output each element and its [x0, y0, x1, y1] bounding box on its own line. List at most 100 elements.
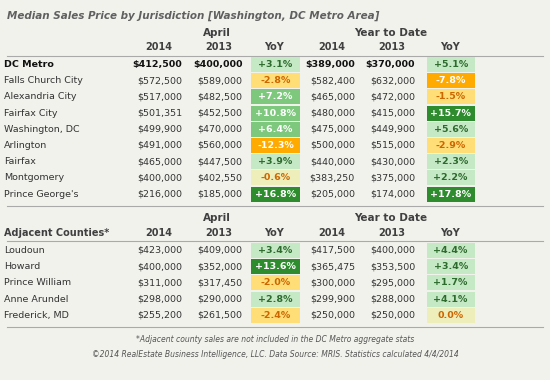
Text: Frederick, MD: Frederick, MD [4, 311, 69, 320]
Text: $250,000: $250,000 [370, 311, 415, 320]
Text: $423,000: $423,000 [138, 246, 183, 255]
Text: $298,000: $298,000 [138, 294, 183, 304]
Text: 2013: 2013 [206, 43, 233, 52]
FancyBboxPatch shape [251, 122, 300, 137]
Text: $389,000: $389,000 [305, 60, 355, 69]
Text: $311,000: $311,000 [138, 278, 183, 287]
Text: $185,000: $185,000 [197, 190, 243, 199]
FancyBboxPatch shape [251, 187, 300, 202]
FancyBboxPatch shape [251, 154, 300, 169]
Text: $400,000: $400,000 [370, 246, 415, 255]
Text: $400,000: $400,000 [138, 173, 183, 182]
Text: Howard: Howard [4, 262, 40, 271]
FancyBboxPatch shape [427, 291, 475, 307]
Text: $255,200: $255,200 [138, 311, 183, 320]
Text: $317,450: $317,450 [197, 278, 243, 287]
Text: $452,500: $452,500 [197, 109, 243, 117]
Text: $430,000: $430,000 [370, 157, 415, 166]
FancyBboxPatch shape [427, 138, 475, 153]
Text: $572,500: $572,500 [138, 76, 183, 85]
Text: $501,351: $501,351 [138, 109, 183, 117]
Text: $449,900: $449,900 [370, 125, 415, 134]
Text: $290,000: $290,000 [197, 294, 243, 304]
Text: $472,000: $472,000 [370, 92, 415, 101]
Text: +3.9%: +3.9% [258, 157, 293, 166]
Text: $402,550: $402,550 [197, 173, 243, 182]
Text: $470,000: $470,000 [197, 125, 243, 134]
Text: +4.4%: +4.4% [433, 246, 468, 255]
Text: $491,000: $491,000 [138, 141, 183, 150]
FancyBboxPatch shape [427, 106, 475, 120]
Text: $365,475: $365,475 [310, 262, 355, 271]
Text: Year to Date: Year to Date [354, 213, 427, 223]
FancyBboxPatch shape [427, 122, 475, 137]
Text: Median Sales Price by Jurisdiction [Washington, DC Metro Area]: Median Sales Price by Jurisdiction [Wash… [7, 11, 380, 21]
Text: $288,000: $288,000 [370, 294, 415, 304]
Text: +5.1%: +5.1% [433, 60, 468, 69]
Text: 2013: 2013 [378, 43, 405, 52]
Text: +3.1%: +3.1% [258, 60, 293, 69]
Text: $383,250: $383,250 [310, 173, 355, 182]
Text: $353,500: $353,500 [370, 262, 415, 271]
Text: $515,000: $515,000 [370, 141, 415, 150]
Text: -12.3%: -12.3% [257, 141, 294, 150]
FancyBboxPatch shape [427, 259, 475, 274]
Text: +17.8%: +17.8% [430, 190, 471, 199]
Text: +1.7%: +1.7% [433, 278, 468, 287]
Text: Year to Date: Year to Date [354, 28, 427, 38]
Text: $300,000: $300,000 [310, 278, 355, 287]
Text: -2.9%: -2.9% [436, 141, 466, 150]
Text: YoY: YoY [265, 43, 284, 52]
Text: Washington, DC: Washington, DC [4, 125, 80, 134]
Text: $299,900: $299,900 [310, 294, 355, 304]
Text: +10.8%: +10.8% [255, 109, 296, 117]
Text: $375,000: $375,000 [370, 173, 415, 182]
FancyBboxPatch shape [251, 276, 300, 290]
FancyBboxPatch shape [251, 73, 300, 88]
Text: $412,500: $412,500 [133, 60, 183, 69]
Text: -1.5%: -1.5% [436, 92, 466, 101]
Text: Loudoun: Loudoun [4, 246, 45, 255]
FancyBboxPatch shape [251, 57, 300, 72]
Text: $400,000: $400,000 [193, 60, 243, 69]
Text: $447,500: $447,500 [197, 157, 243, 166]
Text: $415,000: $415,000 [370, 109, 415, 117]
Text: +2.2%: +2.2% [433, 173, 468, 182]
Text: +5.6%: +5.6% [433, 125, 468, 134]
Text: $475,000: $475,000 [310, 125, 355, 134]
Text: $352,000: $352,000 [197, 262, 243, 271]
Text: Falls Church City: Falls Church City [4, 76, 83, 85]
Text: $295,000: $295,000 [370, 278, 415, 287]
FancyBboxPatch shape [427, 89, 475, 104]
Text: $205,000: $205,000 [310, 190, 355, 199]
FancyBboxPatch shape [251, 171, 300, 185]
Text: $465,000: $465,000 [138, 157, 183, 166]
Text: April: April [203, 28, 231, 38]
Text: $465,000: $465,000 [310, 92, 355, 101]
Text: 2013: 2013 [378, 228, 405, 238]
FancyBboxPatch shape [251, 243, 300, 258]
FancyBboxPatch shape [427, 187, 475, 202]
Text: +16.8%: +16.8% [255, 190, 296, 199]
Text: 2014: 2014 [146, 228, 173, 238]
Text: +3.4%: +3.4% [433, 262, 468, 271]
FancyBboxPatch shape [251, 89, 300, 104]
Text: April: April [203, 213, 231, 223]
Text: -2.8%: -2.8% [260, 76, 291, 85]
Text: YoY: YoY [265, 228, 284, 238]
Text: $370,000: $370,000 [366, 60, 415, 69]
FancyBboxPatch shape [251, 106, 300, 120]
Text: Adjacent Counties*: Adjacent Counties* [4, 228, 109, 238]
Text: $400,000: $400,000 [138, 262, 183, 271]
Text: $174,000: $174,000 [370, 190, 415, 199]
Text: $482,500: $482,500 [197, 92, 243, 101]
Text: Fairfax City: Fairfax City [4, 109, 58, 117]
Text: 2014: 2014 [146, 43, 173, 52]
Text: $216,000: $216,000 [138, 190, 183, 199]
FancyBboxPatch shape [251, 291, 300, 307]
Text: -0.6%: -0.6% [261, 173, 290, 182]
Text: Alexandria City: Alexandria City [4, 92, 76, 101]
Text: +6.4%: +6.4% [258, 125, 293, 134]
FancyBboxPatch shape [427, 73, 475, 88]
Text: $589,000: $589,000 [197, 76, 243, 85]
